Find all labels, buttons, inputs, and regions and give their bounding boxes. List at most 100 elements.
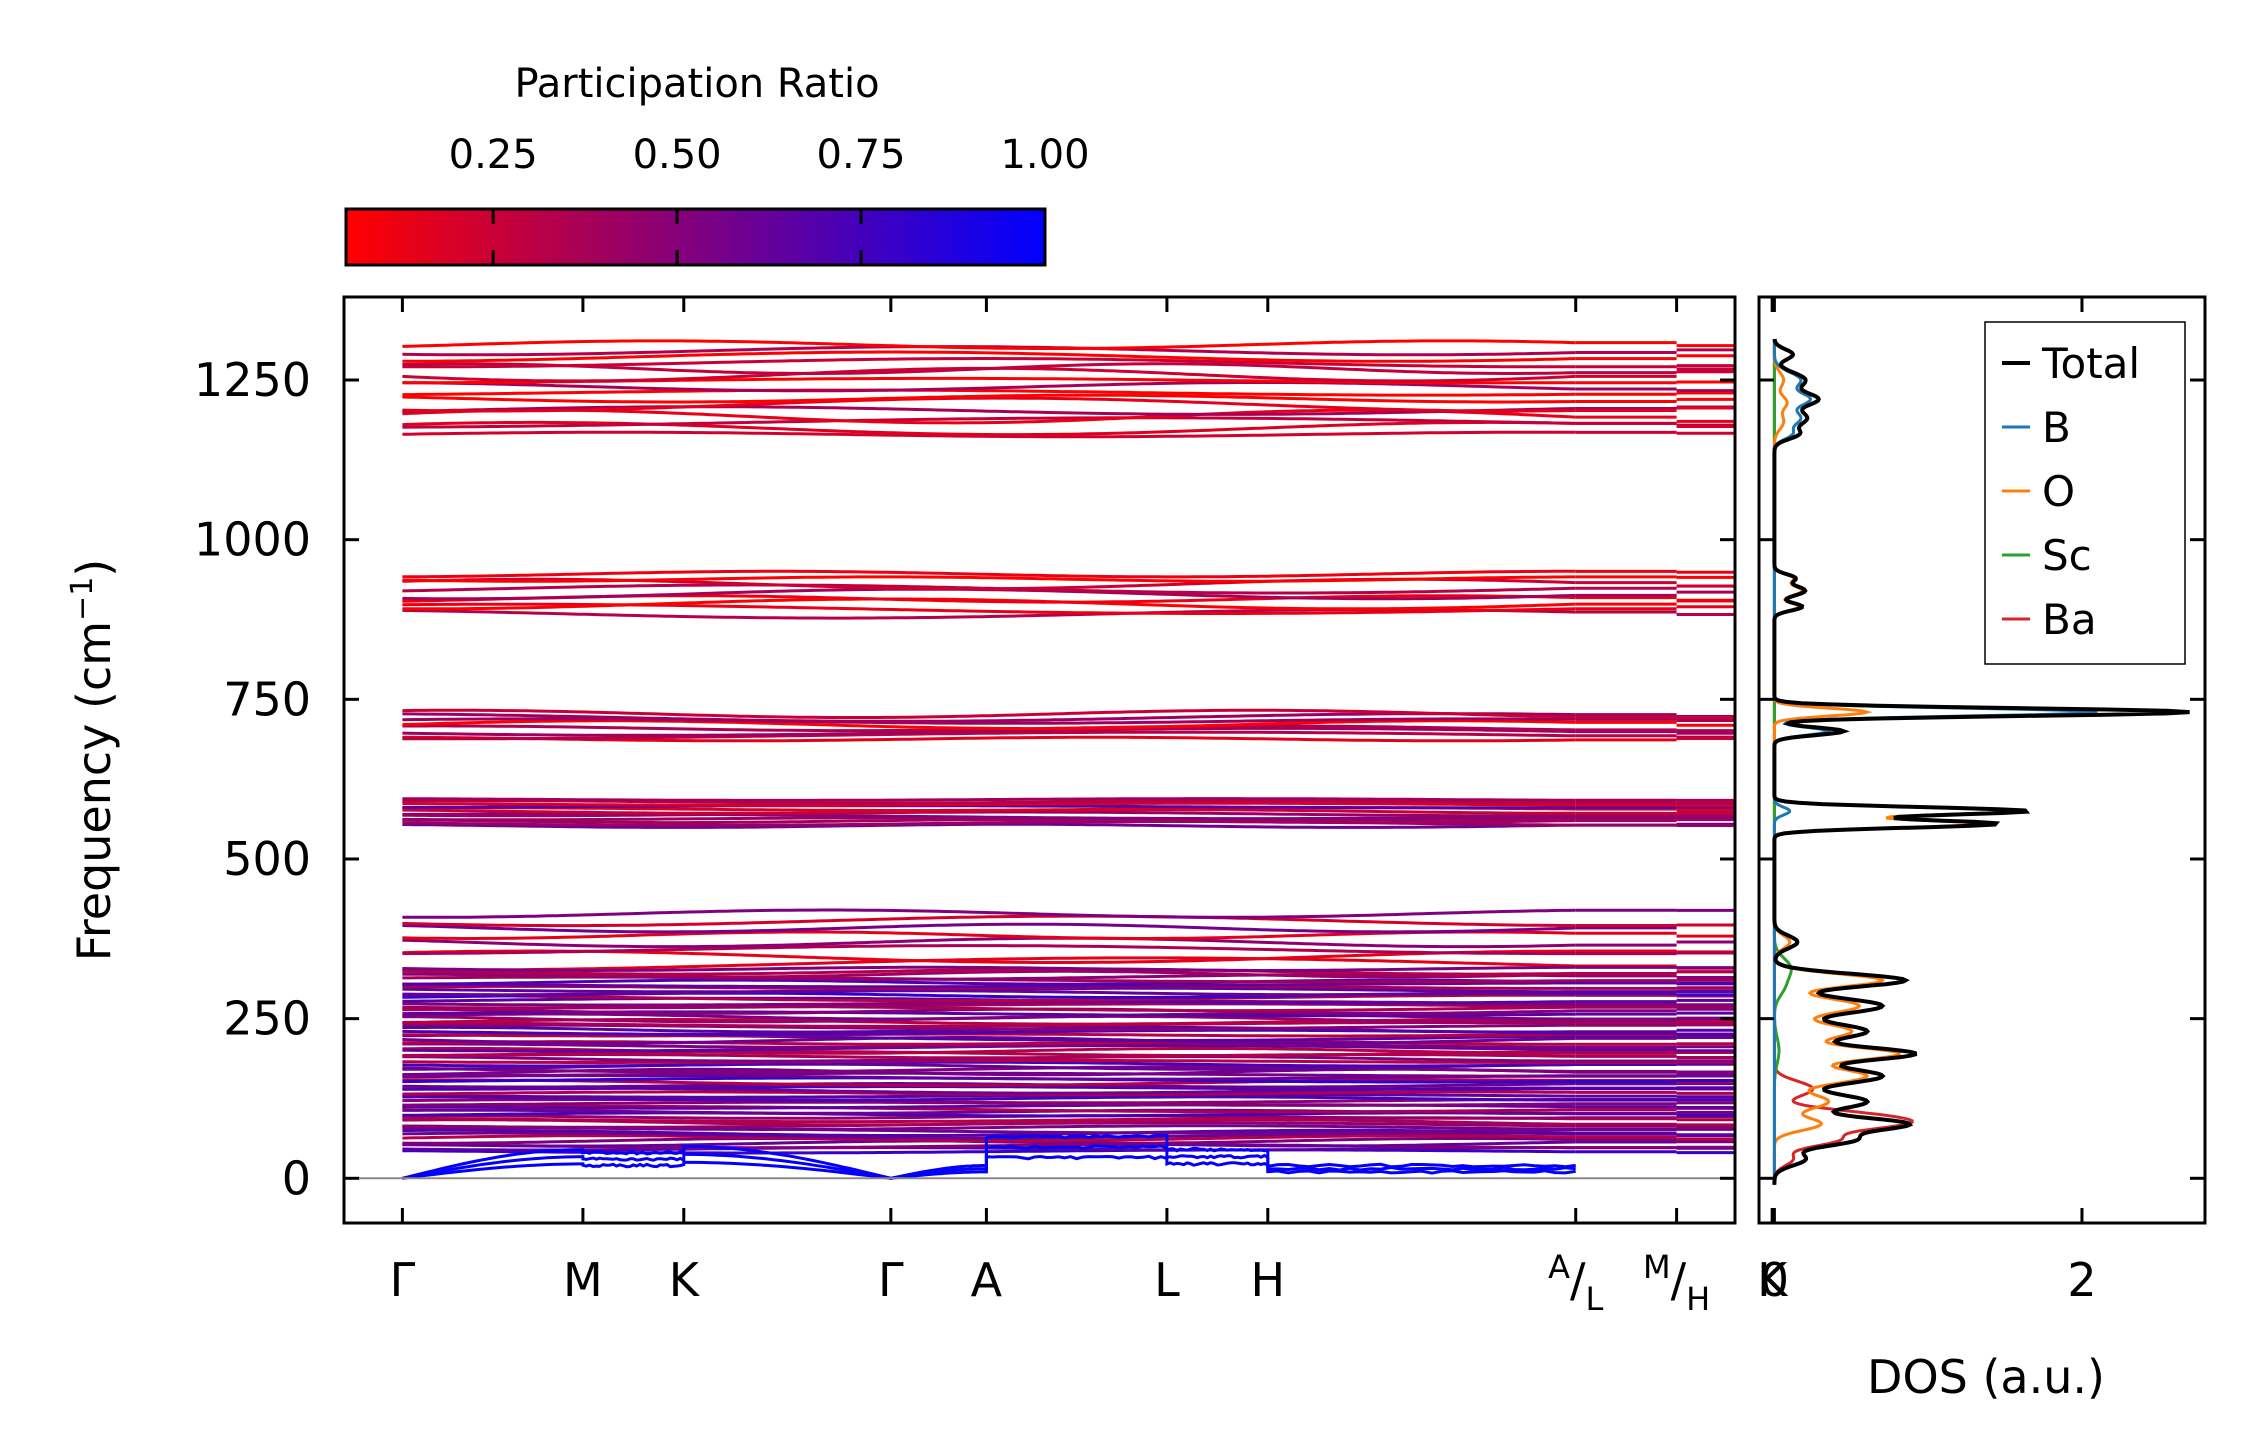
colorbar-tick-label: 0.75 — [817, 132, 906, 178]
band-line — [402, 936, 1576, 949]
colorbar-tick-label: 0.25 — [449, 132, 538, 178]
y-tick-label: 1000 — [194, 513, 311, 567]
dos-axis-title: DOS (a.u.) — [1867, 1350, 2105, 1404]
band-line — [402, 575, 1576, 583]
dos-y-ticks — [1759, 378, 2205, 1180]
colorbar-title: Participation Ratio — [514, 61, 879, 107]
y-tick-label: 1250 — [194, 353, 311, 407]
band-line — [402, 989, 1576, 997]
y-tick-label: 750 — [223, 672, 311, 726]
legend-label-o: O — [2042, 467, 2075, 516]
acoustic-band — [402, 1154, 1576, 1180]
band-line — [402, 393, 1576, 404]
band-line — [402, 818, 1576, 825]
band-line — [402, 981, 1576, 989]
band-line — [402, 804, 1576, 810]
band-line — [402, 708, 1576, 719]
y-tick-label: 250 — [223, 992, 311, 1046]
band-line — [402, 967, 1576, 976]
colorbar: Participation Ratio 0.25 0.50 0.75 1.00 — [344, 61, 1090, 267]
band-line — [402, 416, 1576, 429]
band-line — [402, 1060, 1576, 1068]
acoustic-band — [402, 1134, 1576, 1180]
legend-label-total: Total — [2041, 339, 2140, 388]
dos-plot-frame — [1757, 295, 2207, 1225]
band-line — [402, 350, 1576, 363]
band-line — [402, 922, 1576, 934]
k-label-h: H — [1250, 1253, 1285, 1307]
band-line — [402, 1059, 1576, 1064]
band-line — [402, 730, 1576, 741]
k-label-a: A — [971, 1253, 1003, 1307]
colorbar-ticks — [491, 209, 863, 265]
y-tick-label: 0 — [282, 1151, 311, 1205]
band-line — [402, 339, 1576, 350]
k-label-m: M — [563, 1253, 603, 1307]
legend-label-sc: Sc — [2042, 531, 2092, 580]
k-label-gamma-2: Γ — [878, 1253, 904, 1307]
band-y-axis: 0 250 500 750 1000 1250 — [194, 353, 1735, 1205]
band-line — [402, 569, 1576, 579]
band-structure-panel: 0 250 500 750 1000 1250 Γ M K Γ A L H A/L M/H… — [65, 295, 1789, 1318]
band-line — [402, 944, 1576, 956]
band-line — [402, 396, 1576, 413]
legend-frame — [1984, 321, 2186, 665]
band-line — [402, 381, 1576, 393]
k-label-a-over-l: A/L — [1548, 1248, 1603, 1318]
band-line — [402, 430, 1576, 439]
k-label-l: L — [1154, 1253, 1180, 1307]
band-line — [402, 1128, 1576, 1137]
band-line — [402, 956, 1576, 972]
band-line — [402, 357, 1576, 369]
band-line — [402, 797, 1576, 802]
band-line — [402, 1134, 1576, 1143]
band-line — [402, 712, 1576, 723]
k-label-k-1: K — [669, 1253, 701, 1307]
band-line — [402, 1036, 1576, 1045]
band-line — [402, 1021, 1576, 1028]
band-line — [402, 914, 1576, 928]
band-line — [402, 993, 1576, 1003]
band-line — [402, 717, 1576, 725]
dos-curve-total — [1772, 338, 2190, 1185]
k-path-labels: Γ M K Γ A L H A/L M/H K — [390, 1248, 1789, 1318]
dos-x-tick-label: 2 — [2067, 1253, 2096, 1307]
legend-label-b: B — [2042, 403, 2071, 452]
k-label-m-over-h: M/H — [1643, 1248, 1710, 1318]
band-line — [402, 726, 1576, 737]
band-line — [402, 405, 1576, 416]
band-line — [402, 908, 1576, 919]
legend-label-ba: Ba — [2042, 595, 2097, 644]
band-line — [402, 1032, 1576, 1038]
k-label-gamma-1: Γ — [390, 1253, 416, 1307]
band-line — [402, 969, 1576, 979]
band-line — [402, 1002, 1576, 1010]
colorbar-tick-labels: 0.25 0.50 0.75 1.00 — [449, 132, 1090, 178]
frequency-axis-title: Frequency (cm−1) — [65, 559, 121, 962]
band-line — [402, 1042, 1576, 1049]
band-line — [402, 1093, 1576, 1099]
band-line — [402, 388, 1576, 397]
colorbar-gradient — [344, 207, 1047, 267]
band-line — [402, 978, 1576, 986]
colorbar-tick-label: 1.00 — [1000, 132, 1089, 178]
band-line — [402, 1078, 1576, 1087]
band-line — [402, 420, 1576, 437]
dos-x-tick-label: 0 — [1760, 1253, 1789, 1307]
band-k-path-axis — [400, 297, 1774, 1223]
band-line — [402, 1104, 1576, 1114]
colorbar-tick-label: 0.50 — [633, 132, 722, 178]
band-line — [402, 735, 1576, 743]
dos-curves — [1772, 338, 2190, 1185]
band-line — [402, 362, 1576, 375]
k-label-k-2: K — [1757, 1253, 1789, 1307]
dos-legend: Total B O Sc Ba — [1984, 321, 2186, 665]
band-line — [402, 965, 1576, 972]
acoustic-band — [402, 1144, 1576, 1180]
band-line — [402, 801, 1576, 807]
band-plot-frame — [342, 295, 1737, 1225]
band-line — [402, 1050, 1576, 1057]
